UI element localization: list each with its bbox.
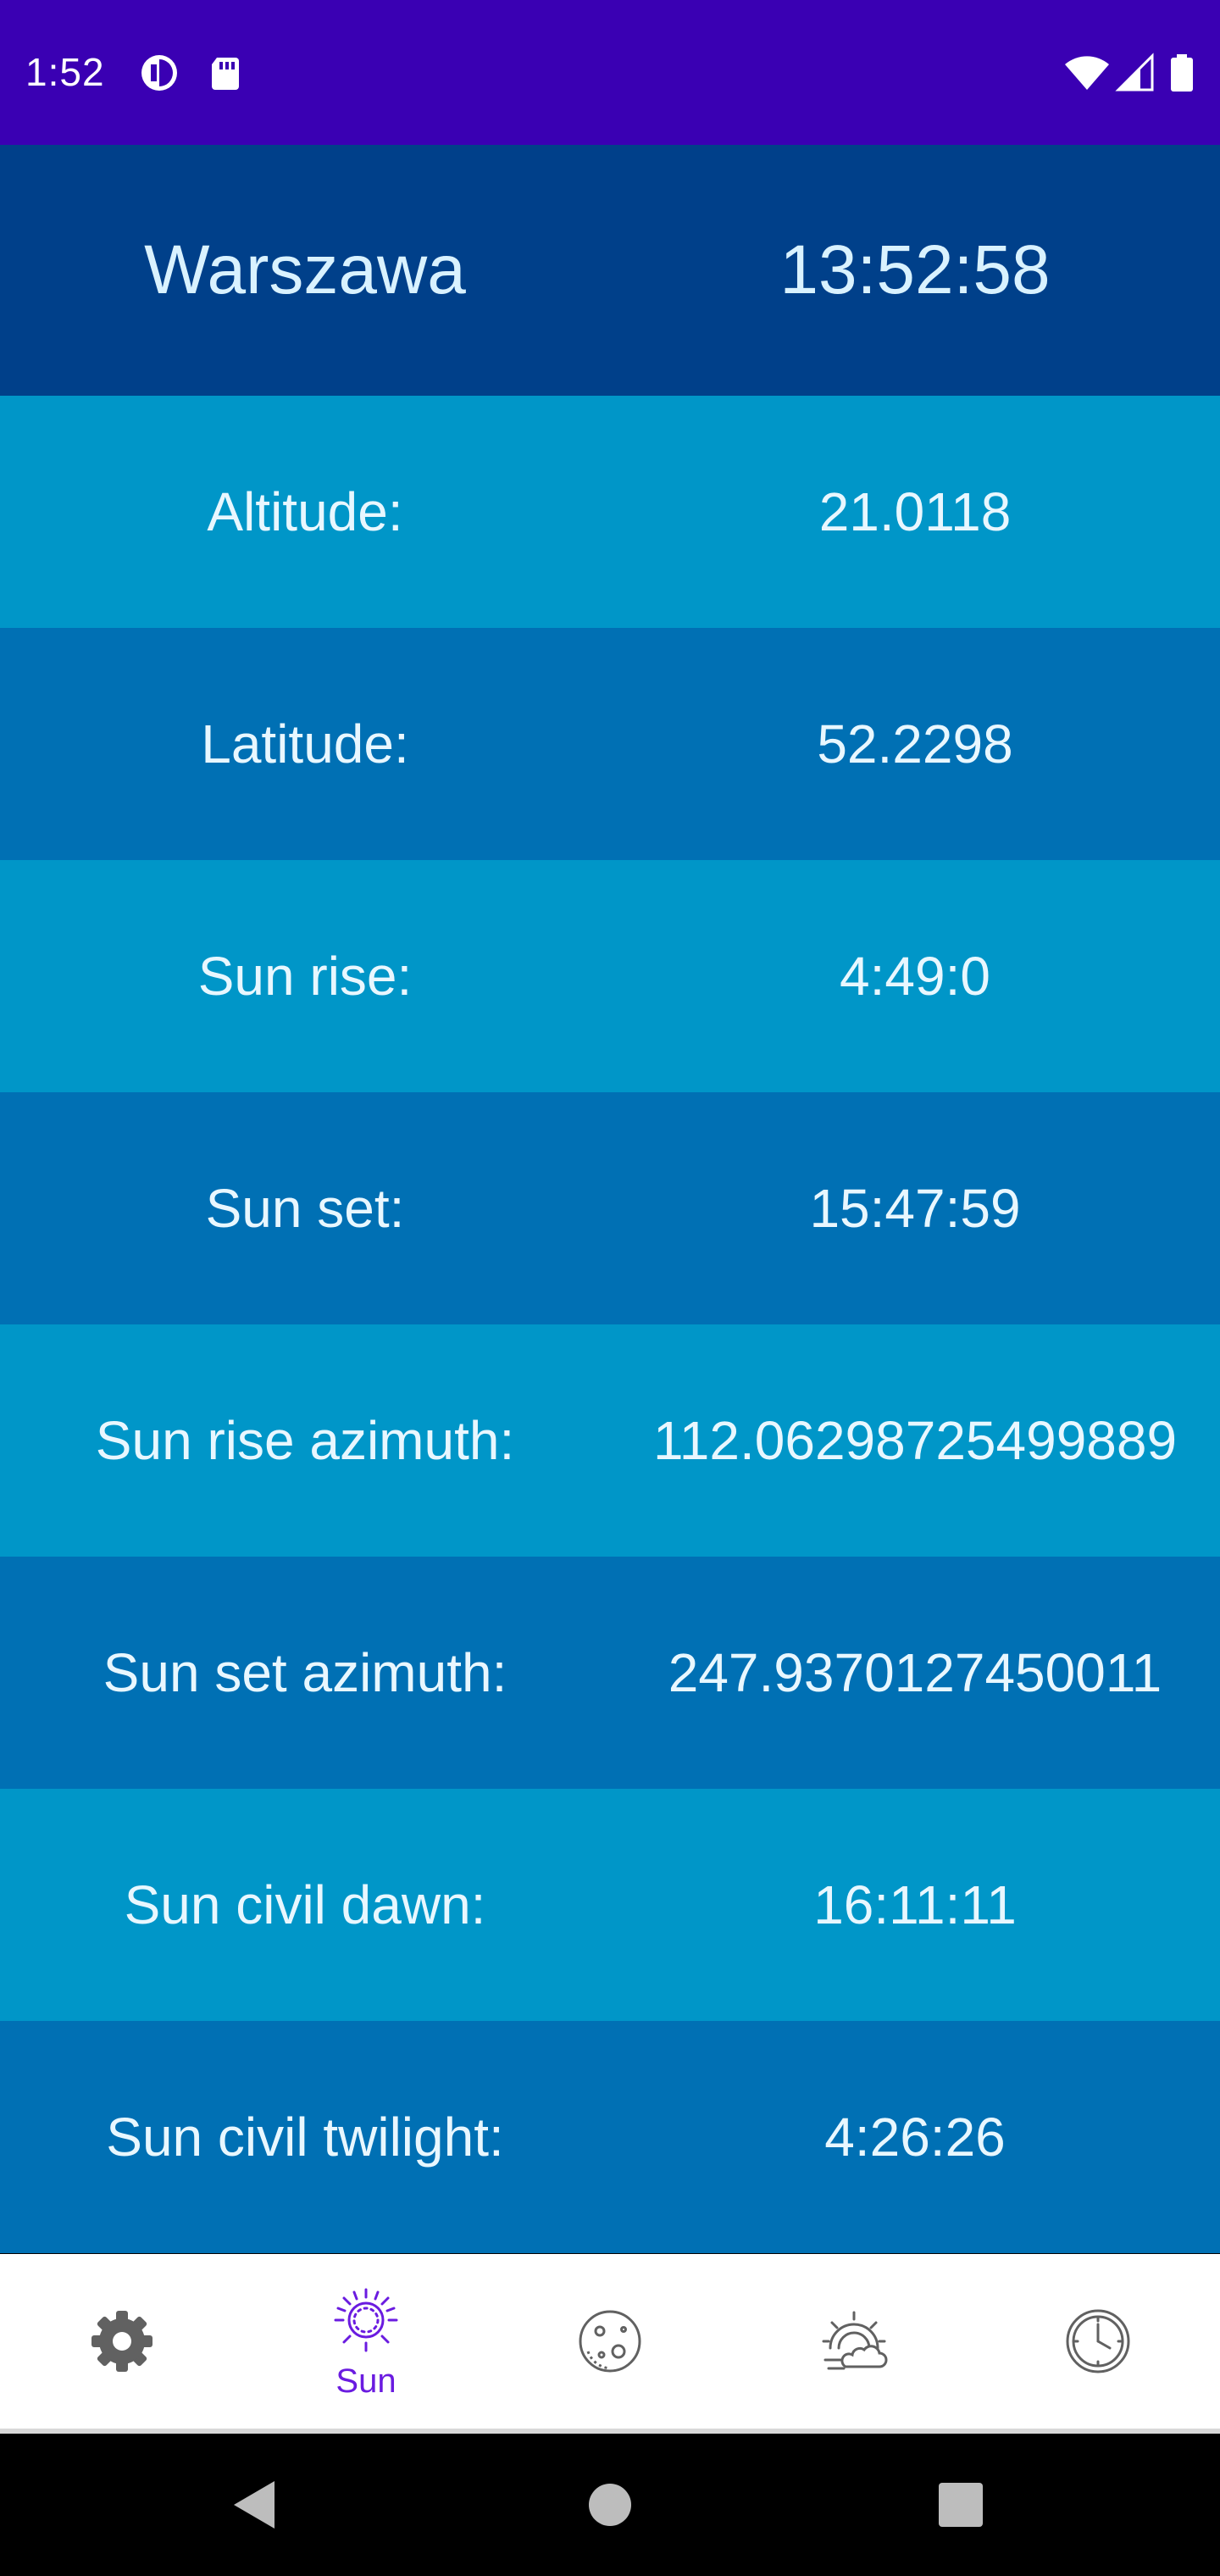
bottom-navigation: Sun [0, 2254, 1220, 2434]
location-header: Warszawa 13:52:58 [0, 145, 1220, 396]
row-value: 21.0118 [818, 481, 1012, 542]
nav-item-sun[interactable]: Sun [244, 2254, 488, 2429]
nav-item-label: Sun [336, 2362, 396, 2400]
row-latitude: Latitude: 52.2298 [0, 628, 1220, 860]
city-name: Warszawa [144, 231, 466, 308]
row-sun-rise-azimuth: Sun rise azimuth: 112.06298725499889 [0, 1324, 1220, 1557]
row-sun-rise: Sun rise: 4:49:0 [0, 860, 1220, 1092]
sun-info-list: Altitude: 21.0118 Latitude: 52.2298 Sun … [0, 396, 1220, 2253]
current-time: 13:52:58 [779, 231, 1051, 308]
row-sun-set: Sun set: 15:47:59 [0, 1092, 1220, 1324]
row-value: 16:11:11 [813, 1874, 1017, 1935]
row-value: 15:47:59 [809, 1178, 1021, 1239]
home-icon[interactable] [542, 2434, 678, 2576]
row-label: Latitude: [201, 713, 409, 774]
row-sun-set-azimuth: Sun set azimuth: 247.9370127450011 [0, 1557, 1220, 1789]
row-label: Sun rise: [197, 946, 413, 1007]
sun-icon [334, 2288, 398, 2352]
status-bar: 1:52 [0, 0, 1220, 145]
system-navigation-bar [0, 2434, 1220, 2576]
row-label: Sun civil dawn: [124, 1874, 486, 1935]
nav-item-clock[interactable] [976, 2254, 1220, 2429]
battery-icon [1171, 54, 1193, 92]
moon-icon [579, 2310, 641, 2373]
row-label: Sun rise azimuth: [95, 1410, 515, 1471]
wifi-icon [1065, 56, 1109, 90]
row-value: 4:49:0 [840, 946, 990, 1007]
back-icon[interactable] [186, 2434, 322, 2576]
nav-item-settings[interactable] [0, 2254, 244, 2429]
row-label: Sun set azimuth: [103, 1642, 507, 1703]
gear-icon [92, 2311, 152, 2372]
row-altitude: Altitude: 21.0118 [0, 396, 1220, 628]
nav-item-moon[interactable] [488, 2254, 732, 2429]
notification-app-icon [141, 55, 177, 91]
clock-icon [1066, 2309, 1130, 2373]
recents-icon[interactable] [893, 2434, 1029, 2576]
row-label: Altitude: [207, 481, 403, 542]
row-sun-civil-twilight: Sun civil twilight: 4:26:26 [0, 2021, 1220, 2253]
row-value: 4:26:26 [824, 2107, 1006, 2168]
sd-card-icon [212, 58, 239, 90]
row-value: 112.06298725499889 [652, 1410, 1178, 1471]
weather-icon [822, 2311, 888, 2370]
row-label: Sun set: [205, 1178, 405, 1239]
row-sun-civil-dawn: Sun civil dawn: 16:11:11 [0, 1789, 1220, 2021]
row-label: Sun civil twilight: [106, 2107, 504, 2168]
status-time: 1:52 [25, 50, 105, 94]
row-value: 247.9370127450011 [668, 1642, 1162, 1703]
row-value: 52.2298 [817, 713, 1013, 774]
nav-item-weather[interactable] [732, 2254, 976, 2429]
cell-signal-icon [1115, 53, 1154, 92]
